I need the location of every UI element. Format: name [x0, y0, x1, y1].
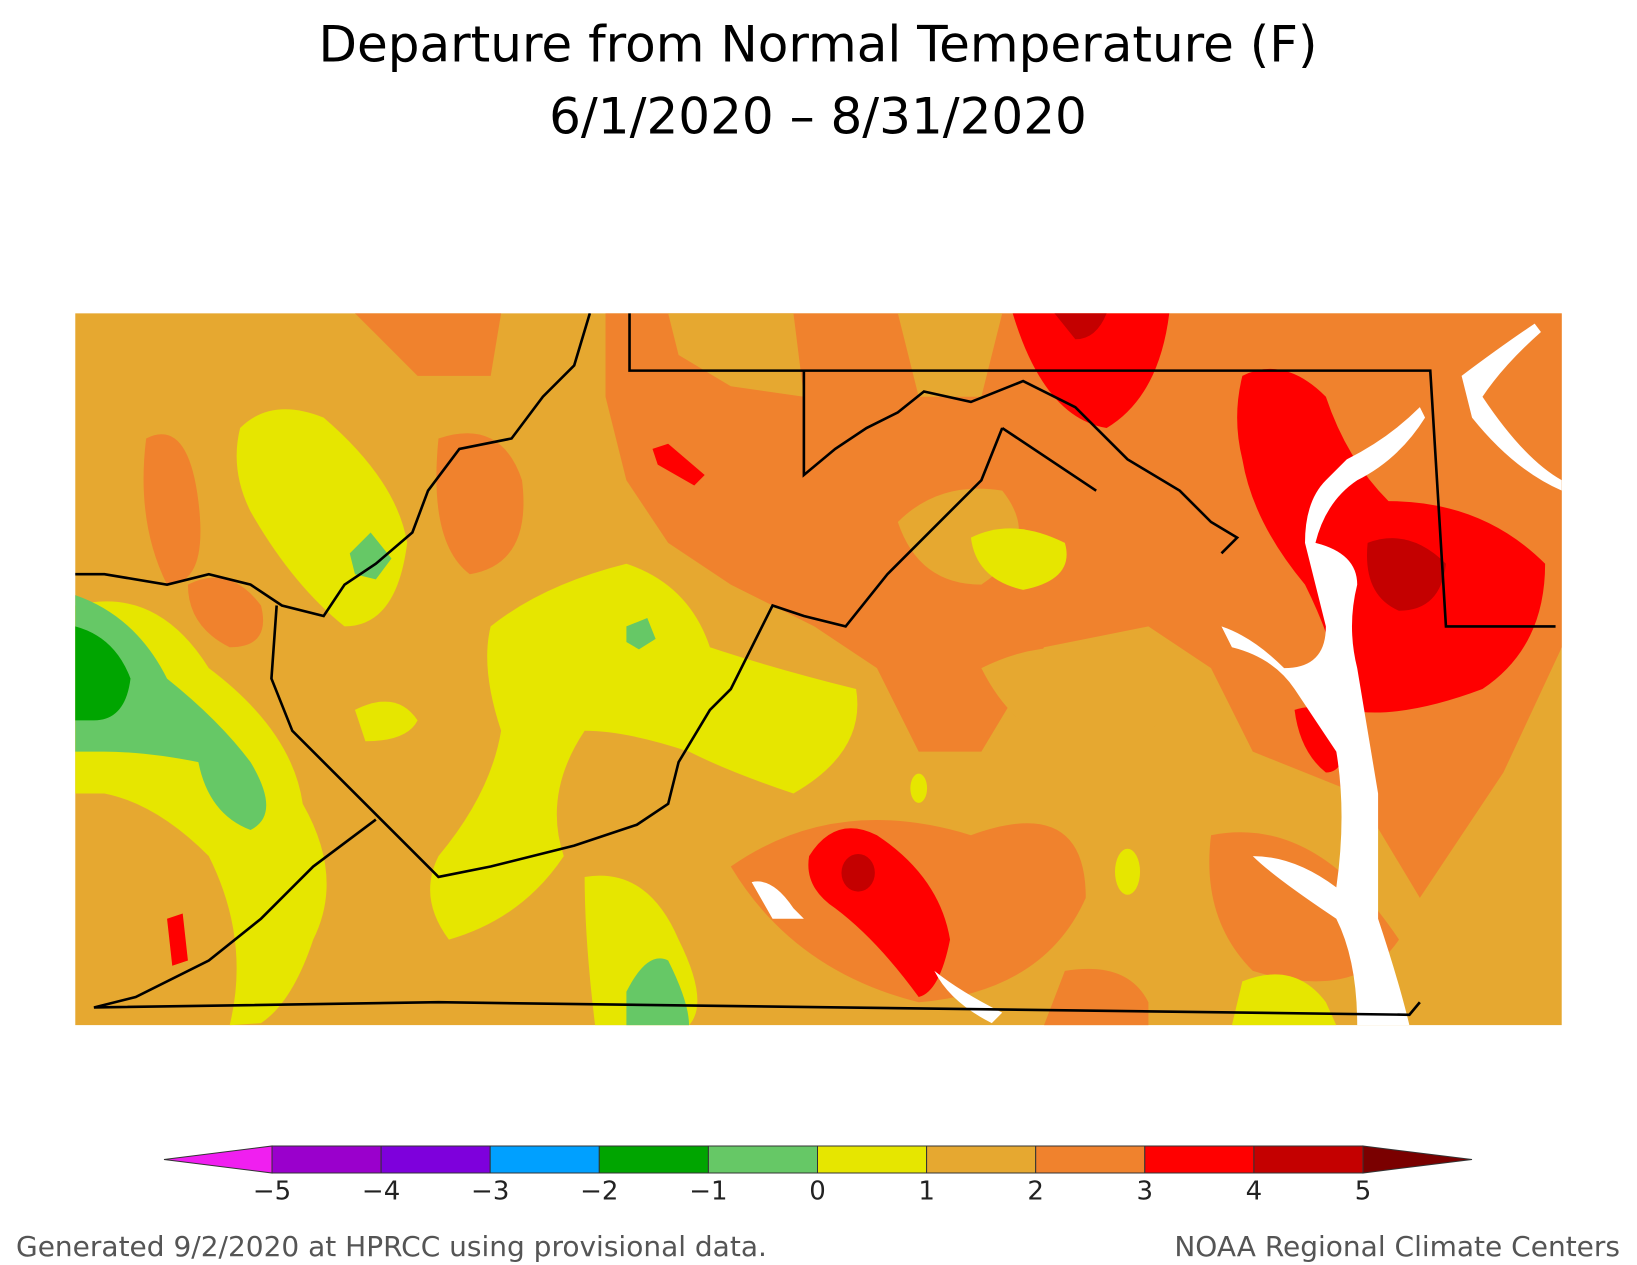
colorbar-label: 2 — [1027, 1177, 1044, 1207]
footer-right: NOAA Regional Climate Centers — [1174, 1230, 1620, 1263]
colorbar-over — [1362, 1145, 1473, 1174]
colorbar-box — [1144, 1145, 1255, 1174]
colorbar-under — [163, 1145, 273, 1174]
colorbar-box — [380, 1145, 491, 1174]
colorbar-label: −5 — [253, 1177, 291, 1207]
anomaly-minus-1-0 — [75, 532, 690, 1026]
colorbar-label: 5 — [1355, 1177, 1372, 1207]
state-boundaries — [75, 313, 1556, 1017]
colorbar-box — [489, 1145, 600, 1174]
colorbar-box — [1253, 1145, 1364, 1174]
map-subtitle: 6/1/2020 – 8/31/2020 — [549, 88, 1087, 146]
colorbar-box — [926, 1145, 1037, 1174]
colorbar-label: −3 — [471, 1177, 509, 1207]
colorbar: −5 −4 −3 −2 −1 0 1 2 3 4 5 — [163, 1145, 1473, 1207]
colorbar-label: 4 — [1246, 1177, 1263, 1207]
colorbar-box — [271, 1145, 382, 1174]
colorbar-box — [817, 1145, 928, 1174]
anomaly-4-5 — [841, 313, 1446, 892]
colorbar-box — [598, 1145, 709, 1174]
colorbar-label: −1 — [689, 1177, 727, 1207]
colorbar-box — [1035, 1145, 1146, 1174]
colorbar-label: −2 — [580, 1177, 618, 1207]
colorbar-label: 1 — [918, 1177, 935, 1207]
map — [75, 313, 1562, 1026]
footer-left: Generated 9/2/2020 at HPRCC using provis… — [16, 1230, 767, 1263]
colorbar-box — [707, 1145, 819, 1174]
anomaly-minus-2-minus-1 — [75, 626, 131, 721]
colorbar-label: −4 — [362, 1177, 400, 1207]
colorbar-label: 3 — [1137, 1177, 1154, 1207]
map-title: Departure from Normal Temperature (F) — [318, 16, 1317, 74]
colorbar-label: 0 — [809, 1177, 826, 1207]
